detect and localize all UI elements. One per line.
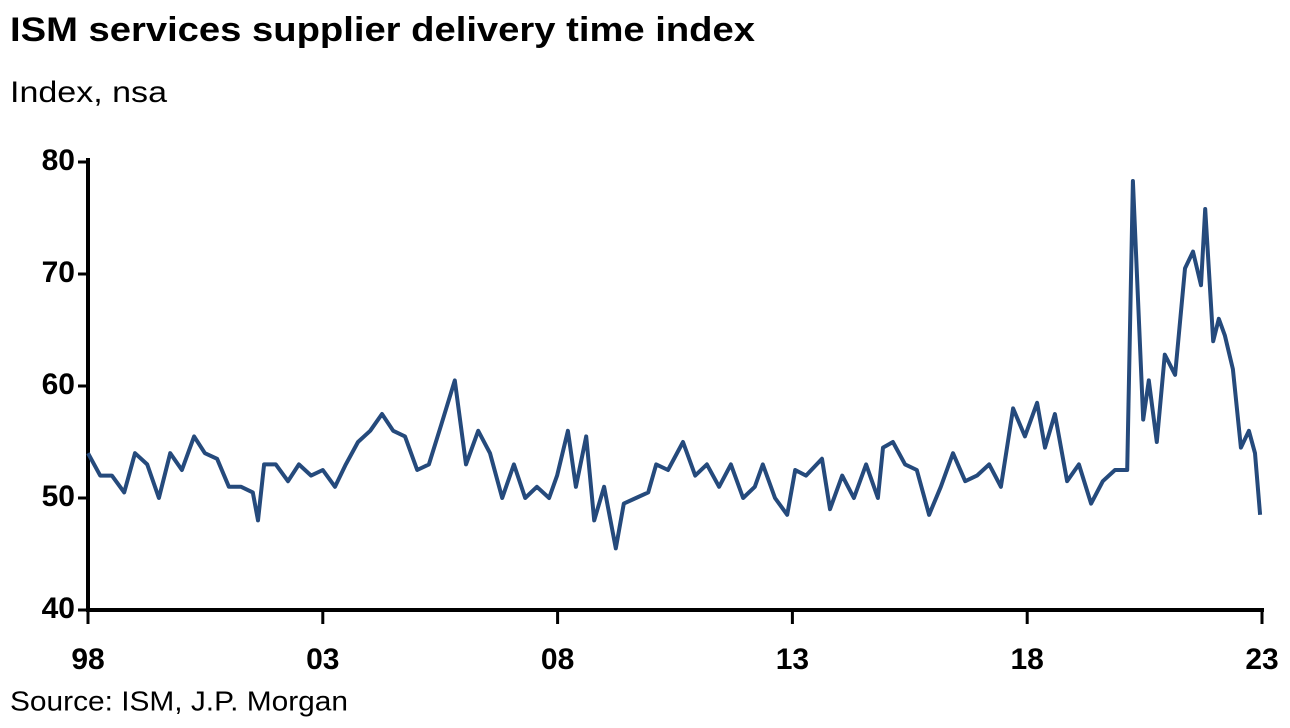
x-tick-label: 23 xyxy=(1245,643,1278,676)
x-tick-label: 08 xyxy=(541,643,574,676)
source-note: Source: ISM, J.P. Morgan xyxy=(10,685,348,716)
y-tick-label: 80 xyxy=(42,144,75,177)
data-line xyxy=(86,179,1263,551)
chart-title: ISM services supplier delivery time inde… xyxy=(10,11,755,49)
x-tick-label: 18 xyxy=(1011,643,1044,676)
y-tick-label: 60 xyxy=(42,368,75,401)
chart-subtitle: Index, nsa xyxy=(10,76,167,109)
x-tick-label: 03 xyxy=(306,643,339,676)
y-tick-label: 40 xyxy=(42,592,75,625)
y-tick-label: 70 xyxy=(42,256,75,289)
x-tick-label: 98 xyxy=(71,643,104,676)
y-tick-label: 50 xyxy=(42,480,75,513)
x-tick-label: 13 xyxy=(776,643,809,676)
